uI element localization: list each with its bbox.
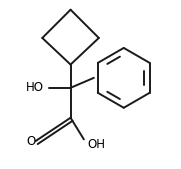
Text: HO: HO [26,81,44,94]
Text: OH: OH [87,138,105,151]
Text: O: O [27,135,36,148]
